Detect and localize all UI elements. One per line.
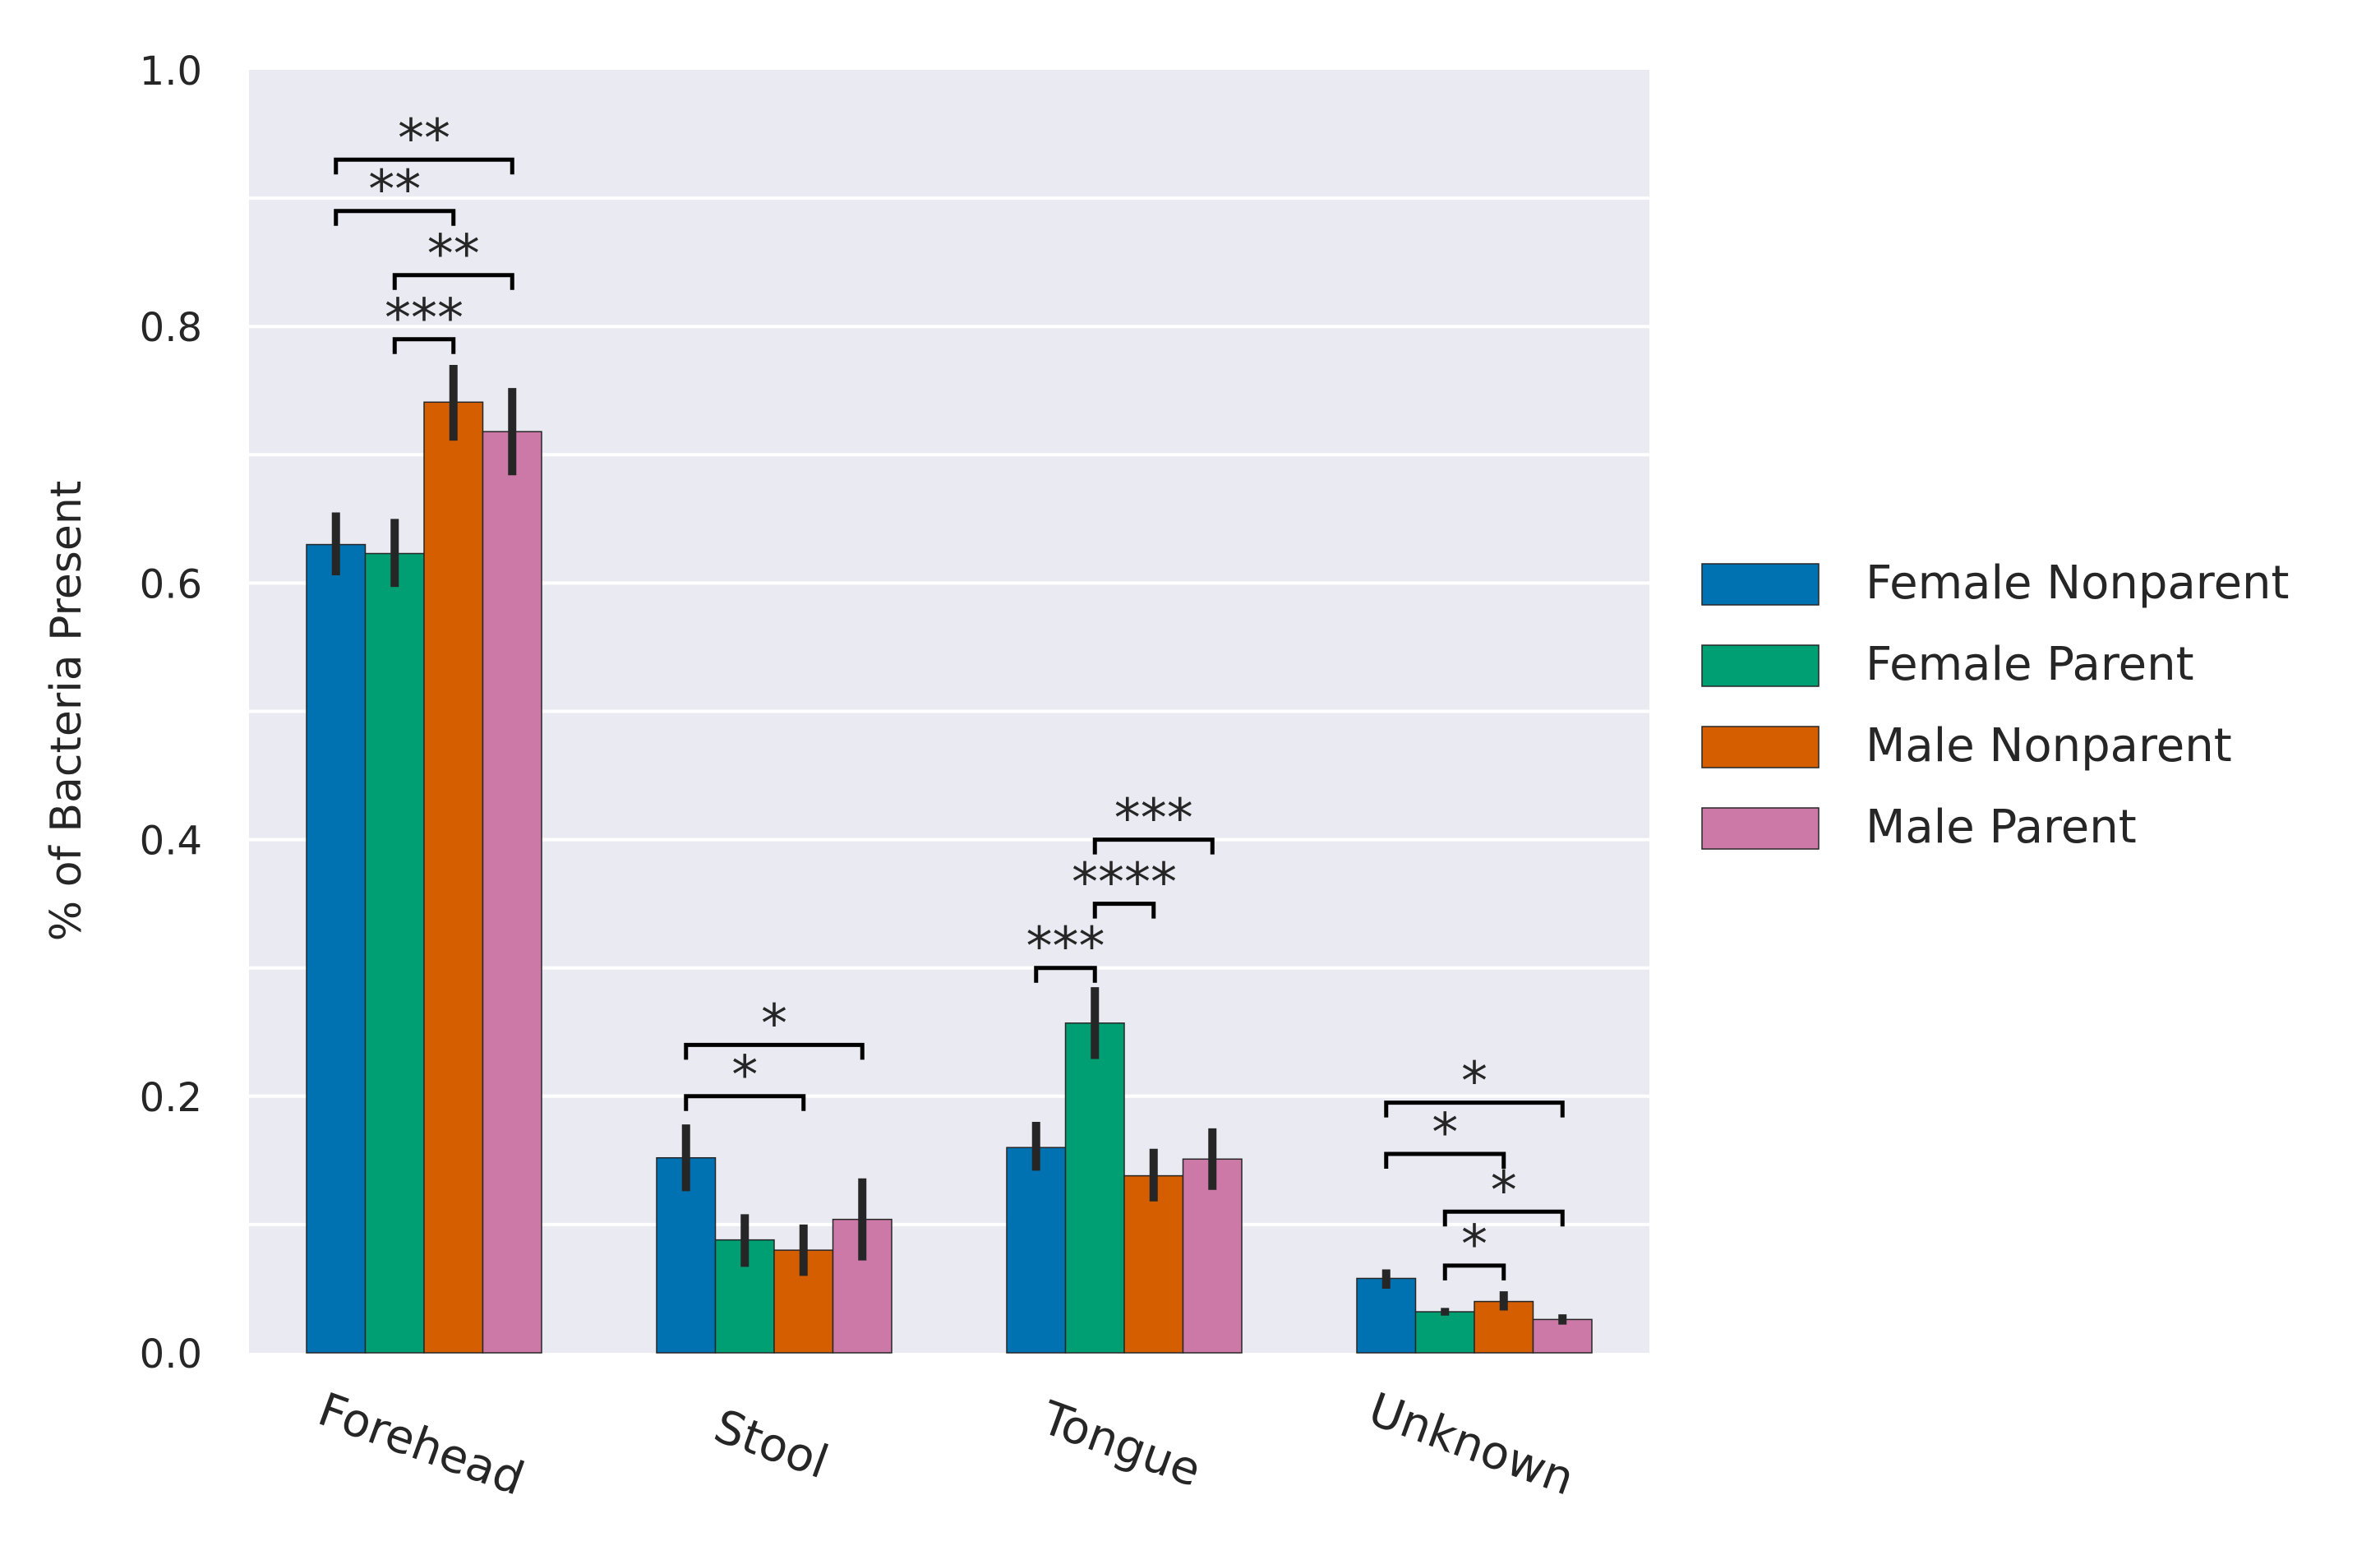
significance-bracket [392,337,456,354]
significance-bracket [1384,1151,1506,1170]
significance-label: ** [427,224,480,285]
bar [1414,1311,1475,1354]
significance-label: * [761,994,787,1054]
bar [1356,1277,1417,1354]
legend-swatch [1701,563,1820,606]
x-tick-label: Stool [708,1400,835,1490]
y-axis-label: % of Bacteria Present [42,481,91,941]
significance-bracket [1092,837,1215,855]
x-tick-label: Tongue [1034,1391,1207,1498]
bar [482,431,542,1354]
y-tick-label: 0.6 [140,561,202,607]
significance-label: ** [398,108,450,169]
significance-label: *** [385,288,464,349]
bars [306,401,1593,1354]
legend-label: Female Nonparent [1866,556,2289,610]
significance-annotations: ************************* [334,108,1565,1280]
significance-bracket [334,209,456,226]
bar [423,401,484,1354]
bar [1532,1318,1593,1354]
bar [1123,1174,1184,1354]
error-bars [331,365,1567,1325]
significance-bracket [334,157,514,175]
legend-label: Male Nonparent [1866,719,2232,773]
significance-label: * [1461,1052,1488,1113]
legend: Female Nonparent Female Parent Male Nonpar… [1701,556,2289,854]
y-tick-label: 0.0 [140,1331,202,1377]
x-axis-ticks: Forehead Stool Tongue Unknown [311,1383,1581,1507]
legend-swatch [1701,644,1820,687]
significance-bracket [1442,1209,1565,1227]
bar [364,552,425,1354]
significance-label: * [1461,1215,1488,1276]
significance-label: ** [368,160,421,221]
y-axis-ticks: 0.0 0.2 0.4 0.6 0.8 1.0 [140,48,202,1377]
significance-bracket [684,1094,806,1111]
legend-swatch [1701,726,1820,768]
bar [1064,1022,1125,1354]
significance-label: *** [1026,917,1105,978]
significance-label: * [731,1045,758,1106]
significance-label: * [1432,1103,1458,1164]
bar [1182,1158,1243,1354]
x-tick-label: Forehead [311,1383,531,1507]
legend-label: Female Parent [1866,638,2194,691]
significance-bracket [1384,1100,1565,1118]
significance-bracket [1034,966,1097,983]
y-tick-label: 0.4 [140,819,202,865]
y-tick-label: 0.8 [140,305,202,351]
significance-bracket [392,273,514,290]
significance-bracket [1092,902,1156,919]
significance-label: *** [1114,789,1193,850]
y-tick-label: 0.2 [140,1075,202,1121]
y-tick-label: 1.0 [140,48,202,95]
legend-label: Male Parent [1866,801,2137,854]
significance-bracket [684,1042,865,1060]
significance-bracket [1442,1263,1506,1280]
significance-label: * [1491,1160,1517,1221]
legend-swatch [1701,807,1820,850]
significance-label: **** [1072,853,1177,914]
bar [1006,1147,1067,1354]
bar [306,543,367,1354]
x-tick-label: Unknown [1362,1383,1581,1507]
